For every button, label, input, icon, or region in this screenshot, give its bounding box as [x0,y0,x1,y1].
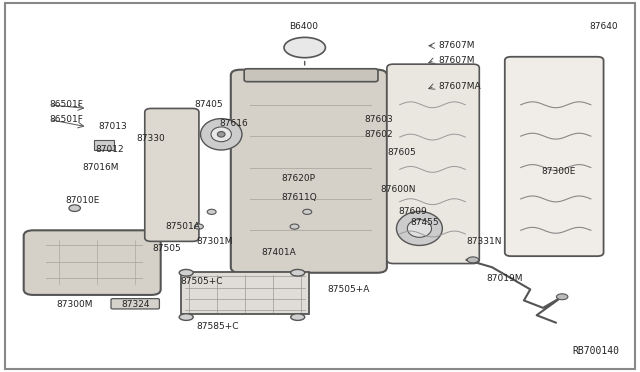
FancyBboxPatch shape [231,70,387,273]
Ellipse shape [291,269,305,276]
Text: 87013: 87013 [99,122,127,131]
Text: 87401A: 87401A [261,248,296,257]
Text: 87324: 87324 [121,300,150,309]
Ellipse shape [284,38,325,58]
Ellipse shape [407,219,431,237]
FancyBboxPatch shape [244,69,378,82]
Ellipse shape [290,224,299,229]
Text: 87300M: 87300M [56,300,93,309]
FancyBboxPatch shape [145,109,199,241]
Text: 87301M: 87301M [196,237,233,246]
FancyBboxPatch shape [24,230,161,295]
Ellipse shape [303,209,312,214]
Text: 87605: 87605 [387,148,415,157]
Text: 87455: 87455 [411,218,440,227]
Text: 87330: 87330 [137,134,166,142]
Text: 87611Q: 87611Q [282,193,317,202]
Text: 87603: 87603 [365,115,394,124]
Text: 87012: 87012 [95,145,124,154]
Text: 87010E: 87010E [65,196,99,205]
Ellipse shape [195,224,204,229]
Text: 87585+C: 87585+C [196,322,239,331]
Text: 87607MA: 87607MA [438,82,481,91]
Text: 87505+C: 87505+C [181,278,223,286]
Ellipse shape [200,119,242,150]
Ellipse shape [69,205,81,211]
Text: 87609: 87609 [398,207,427,217]
FancyBboxPatch shape [95,140,113,150]
FancyBboxPatch shape [181,272,309,314]
Text: 87405: 87405 [194,100,223,109]
Text: 87505: 87505 [153,244,182,253]
FancyBboxPatch shape [505,57,604,256]
Ellipse shape [179,269,193,276]
Text: 87620P: 87620P [282,174,316,183]
Text: 86501F: 86501F [49,100,83,109]
Text: 87607M: 87607M [438,41,474,50]
Text: 87300E: 87300E [542,167,576,176]
FancyBboxPatch shape [111,299,159,309]
Text: 87640: 87640 [589,22,618,31]
Ellipse shape [556,294,568,300]
Ellipse shape [467,257,479,263]
Ellipse shape [291,314,305,320]
Ellipse shape [207,209,216,214]
Text: 87505+A: 87505+A [328,285,370,294]
Text: 87501A: 87501A [166,222,200,231]
Ellipse shape [179,314,193,320]
Text: 87016M: 87016M [82,163,118,172]
Text: 87600N: 87600N [381,185,416,194]
Text: 87616: 87616 [220,119,248,128]
Text: 87607M: 87607M [438,56,474,65]
FancyBboxPatch shape [387,64,479,263]
Text: 87602: 87602 [365,130,393,139]
Ellipse shape [218,132,225,137]
Ellipse shape [211,127,232,142]
Text: 87019M: 87019M [486,274,523,283]
Text: 86501F: 86501F [49,115,83,124]
Text: B6400: B6400 [289,22,319,31]
Ellipse shape [396,211,442,246]
Text: 87331N: 87331N [467,237,502,246]
Text: RB700140: RB700140 [573,346,620,356]
